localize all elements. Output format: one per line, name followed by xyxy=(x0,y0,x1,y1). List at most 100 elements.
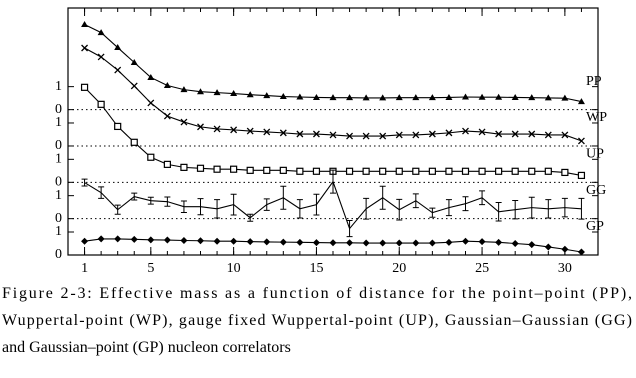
marker xyxy=(197,88,204,95)
error-bar xyxy=(528,196,535,219)
marker xyxy=(495,93,503,100)
series-label: PP xyxy=(586,74,602,89)
marker xyxy=(445,238,453,246)
marker xyxy=(462,127,469,135)
y-tick-label: 0 xyxy=(55,175,62,190)
error-bar xyxy=(164,196,171,207)
marker xyxy=(114,122,122,131)
marker xyxy=(346,239,354,247)
marker xyxy=(362,132,370,140)
marker xyxy=(180,163,188,171)
marker xyxy=(213,125,221,133)
marker xyxy=(577,171,586,180)
marker xyxy=(362,167,370,175)
marker xyxy=(395,131,403,139)
marker xyxy=(544,243,552,251)
marker xyxy=(197,237,204,245)
marker xyxy=(130,58,138,65)
error-bar xyxy=(263,198,270,211)
marker xyxy=(230,90,238,97)
marker xyxy=(511,93,519,100)
y-tick-label: 1 xyxy=(55,79,62,94)
marker xyxy=(196,164,205,172)
marker xyxy=(577,248,585,256)
error-bar xyxy=(479,190,486,206)
marker xyxy=(462,93,469,100)
marker xyxy=(147,73,155,80)
marker xyxy=(296,167,304,175)
marker xyxy=(528,167,536,175)
marker xyxy=(246,238,254,246)
marker xyxy=(478,93,486,100)
marker xyxy=(213,237,221,245)
marker xyxy=(80,83,89,91)
caption-line: and Gaussian–point (GP) nucleon correlat… xyxy=(2,339,291,356)
marker xyxy=(412,239,420,247)
marker xyxy=(544,167,552,175)
x-tick-label: 20 xyxy=(392,261,406,276)
marker xyxy=(362,239,370,247)
marker xyxy=(147,236,155,244)
marker xyxy=(279,166,287,174)
error-bar xyxy=(214,199,221,219)
error-bar xyxy=(197,198,204,216)
x-tick-label: 15 xyxy=(309,261,323,276)
marker xyxy=(528,241,536,249)
marker xyxy=(312,167,321,175)
marker xyxy=(296,130,304,138)
y-tick-label: 1 xyxy=(55,115,62,130)
marker xyxy=(478,167,486,175)
marker xyxy=(495,238,503,246)
error-bar xyxy=(131,192,138,201)
marker xyxy=(379,132,387,140)
error-bar xyxy=(561,197,568,218)
marker xyxy=(81,237,89,245)
marker xyxy=(163,236,171,244)
marker xyxy=(544,94,552,101)
marker xyxy=(296,93,304,100)
error-bar xyxy=(429,207,436,218)
caption-line: Wuppertal-point (WP), gauge fixed Wupper… xyxy=(2,312,632,329)
marker xyxy=(263,92,271,99)
marker xyxy=(180,86,188,93)
marker xyxy=(495,167,503,175)
marker xyxy=(163,160,171,168)
marker xyxy=(528,94,536,101)
error-bar xyxy=(180,200,187,213)
x-tick-label: 30 xyxy=(558,261,572,276)
marker xyxy=(395,94,403,101)
marker xyxy=(147,99,155,107)
error-bar xyxy=(412,193,419,209)
marker xyxy=(312,239,320,247)
series-line xyxy=(84,24,582,103)
marker xyxy=(329,131,337,139)
marker xyxy=(180,237,188,245)
marker xyxy=(379,94,387,101)
marker xyxy=(230,165,238,173)
marker xyxy=(97,100,105,108)
marker xyxy=(445,129,453,137)
x-tick-label: 25 xyxy=(475,261,489,276)
marker xyxy=(329,239,337,247)
y-tick-label: 1 xyxy=(55,224,62,239)
marker xyxy=(561,131,569,139)
error-bar xyxy=(363,197,370,220)
marker xyxy=(445,167,453,175)
error-bar xyxy=(230,193,237,216)
marker xyxy=(246,127,254,135)
series-line xyxy=(84,86,582,176)
marker xyxy=(130,138,138,146)
series-label: GG xyxy=(586,183,606,198)
error-bar xyxy=(330,169,336,194)
marker xyxy=(279,129,287,137)
marker xyxy=(412,94,420,101)
marker xyxy=(511,240,519,247)
marker xyxy=(379,167,387,175)
x-tick-label: 1 xyxy=(81,261,88,276)
y-tick-label: 1 xyxy=(55,152,62,167)
marker xyxy=(163,81,171,88)
marker xyxy=(279,93,287,100)
error-bar xyxy=(313,193,320,216)
marker xyxy=(461,167,470,175)
